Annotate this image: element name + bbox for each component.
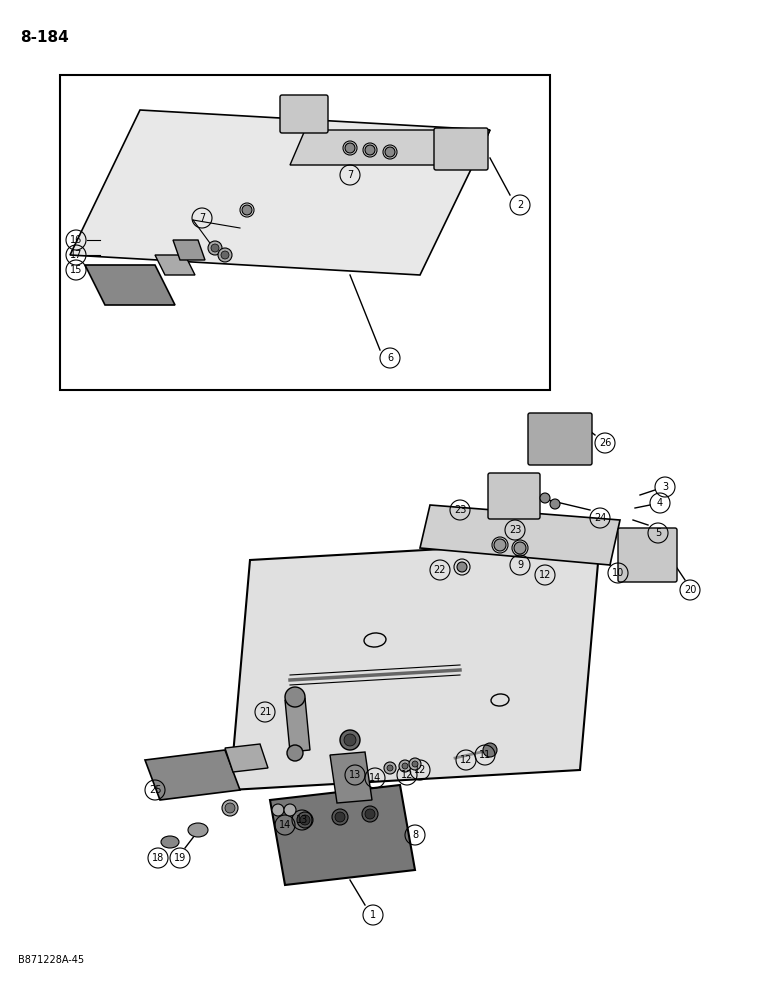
Circle shape xyxy=(222,800,238,816)
FancyBboxPatch shape xyxy=(488,473,540,519)
Text: 24: 24 xyxy=(594,513,606,523)
Text: 13: 13 xyxy=(349,770,361,780)
Circle shape xyxy=(385,147,395,157)
Text: 11: 11 xyxy=(479,750,491,760)
Circle shape xyxy=(412,761,418,767)
Text: 4: 4 xyxy=(657,498,663,508)
Text: 25: 25 xyxy=(149,785,161,795)
Circle shape xyxy=(399,760,411,772)
Circle shape xyxy=(550,499,560,509)
Text: 13: 13 xyxy=(296,815,308,825)
Circle shape xyxy=(494,539,506,551)
Text: 2: 2 xyxy=(517,200,523,210)
Text: 12: 12 xyxy=(539,570,551,580)
Polygon shape xyxy=(85,265,175,305)
Circle shape xyxy=(242,205,252,215)
Polygon shape xyxy=(285,698,310,752)
Circle shape xyxy=(272,804,284,816)
Text: 23: 23 xyxy=(454,505,466,515)
Text: 22: 22 xyxy=(434,565,446,575)
FancyBboxPatch shape xyxy=(618,528,677,582)
Circle shape xyxy=(332,809,348,825)
Circle shape xyxy=(340,730,360,750)
Text: 14: 14 xyxy=(279,820,291,830)
Polygon shape xyxy=(420,505,620,565)
Text: B871228A-45: B871228A-45 xyxy=(18,955,84,965)
Circle shape xyxy=(365,809,375,819)
Text: 15: 15 xyxy=(70,265,82,275)
FancyBboxPatch shape xyxy=(434,128,488,170)
Circle shape xyxy=(387,765,393,771)
Circle shape xyxy=(208,241,222,255)
Text: 5: 5 xyxy=(655,528,661,538)
Text: 18: 18 xyxy=(152,853,164,863)
Circle shape xyxy=(344,734,356,746)
Circle shape xyxy=(218,248,232,262)
Polygon shape xyxy=(230,540,600,790)
FancyBboxPatch shape xyxy=(528,413,592,465)
Text: 14: 14 xyxy=(369,773,381,783)
Text: 12: 12 xyxy=(460,755,472,765)
Circle shape xyxy=(300,815,310,825)
Text: 7: 7 xyxy=(347,170,353,180)
Circle shape xyxy=(211,244,219,252)
Text: 6: 6 xyxy=(387,353,393,363)
Text: 21: 21 xyxy=(259,707,271,717)
Circle shape xyxy=(284,804,296,816)
Ellipse shape xyxy=(161,836,179,848)
Ellipse shape xyxy=(188,823,208,837)
Text: 26: 26 xyxy=(599,438,612,448)
Circle shape xyxy=(409,758,421,770)
Text: 12: 12 xyxy=(414,765,426,775)
Polygon shape xyxy=(173,240,205,260)
Circle shape xyxy=(362,806,378,822)
Text: 16: 16 xyxy=(70,235,82,245)
Text: 17: 17 xyxy=(70,250,82,260)
Text: 23: 23 xyxy=(509,525,521,535)
Text: 7: 7 xyxy=(199,213,205,223)
Text: 10: 10 xyxy=(612,568,624,578)
Circle shape xyxy=(225,803,235,813)
Circle shape xyxy=(335,812,345,822)
FancyBboxPatch shape xyxy=(280,95,328,133)
Circle shape xyxy=(221,251,229,259)
Polygon shape xyxy=(290,130,490,165)
Text: 8: 8 xyxy=(412,830,418,840)
Circle shape xyxy=(285,687,305,707)
Bar xyxy=(60,75,550,390)
Text: 8-184: 8-184 xyxy=(20,30,69,45)
Text: 9: 9 xyxy=(517,560,523,570)
Text: 19: 19 xyxy=(174,853,186,863)
Polygon shape xyxy=(70,110,490,275)
Circle shape xyxy=(365,145,375,155)
Circle shape xyxy=(540,493,550,503)
Circle shape xyxy=(457,562,467,572)
Circle shape xyxy=(514,542,526,554)
Text: 12: 12 xyxy=(401,770,413,780)
Circle shape xyxy=(384,762,396,774)
Circle shape xyxy=(483,743,497,757)
Circle shape xyxy=(402,763,408,769)
Polygon shape xyxy=(145,750,240,800)
Text: 20: 20 xyxy=(684,585,697,595)
Polygon shape xyxy=(155,255,195,275)
Circle shape xyxy=(287,745,303,761)
Polygon shape xyxy=(330,752,372,803)
Text: 1: 1 xyxy=(370,910,376,920)
Polygon shape xyxy=(270,785,415,885)
Polygon shape xyxy=(225,744,268,772)
Circle shape xyxy=(345,143,355,153)
Circle shape xyxy=(297,812,313,828)
Text: 3: 3 xyxy=(662,482,668,492)
